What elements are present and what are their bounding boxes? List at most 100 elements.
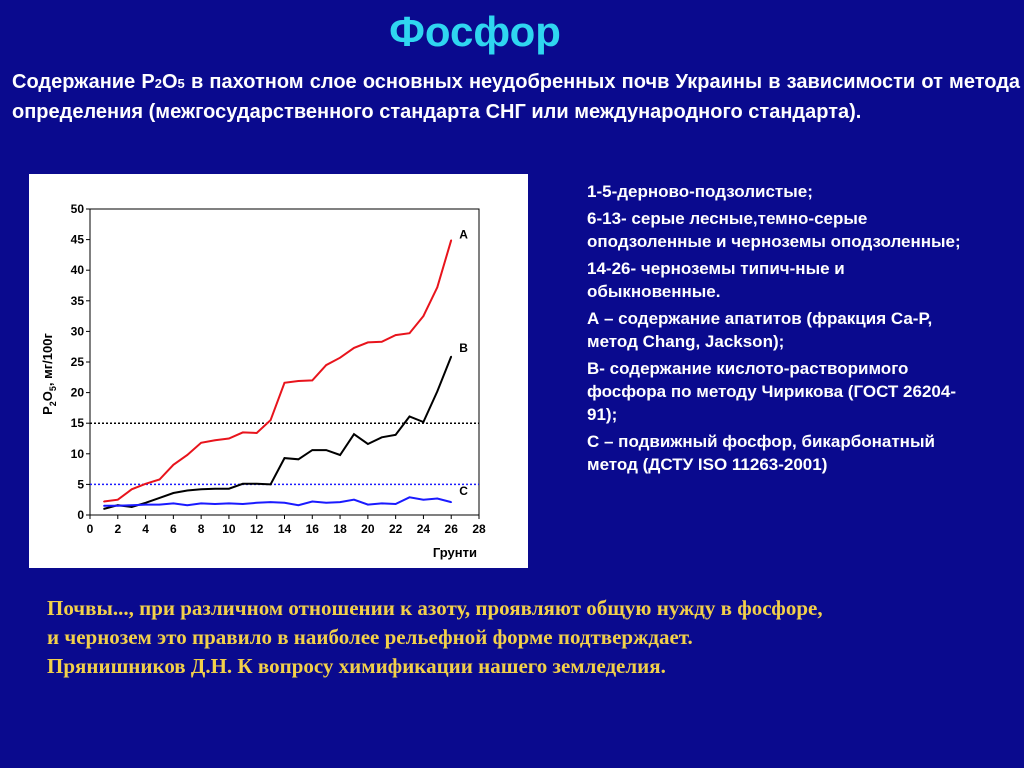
x-tick-label: 10 xyxy=(222,522,236,536)
data-point-A xyxy=(325,364,327,366)
series-label-C: C xyxy=(459,484,468,498)
series-line-B xyxy=(103,356,453,510)
x-tick-label: 6 xyxy=(170,522,177,536)
y-tick-label: 30 xyxy=(71,324,85,338)
data-point-A xyxy=(311,379,314,382)
data-point-B xyxy=(172,492,175,494)
data-point-C xyxy=(422,498,425,501)
data-point-B xyxy=(242,482,244,485)
data-point-C xyxy=(186,504,189,507)
data-point-C xyxy=(228,502,230,505)
x-tick-label: 4 xyxy=(142,522,149,536)
x-tick-label: 14 xyxy=(278,522,292,536)
intro-part-2: O xyxy=(161,71,178,93)
data-point-B xyxy=(380,436,383,439)
x-tick-label: 28 xyxy=(472,522,486,536)
data-point-A xyxy=(283,382,286,384)
y-axis-title-part: O xyxy=(40,391,55,401)
data-point-A xyxy=(158,478,161,481)
data-point-A xyxy=(172,464,175,466)
data-point-B xyxy=(130,506,133,508)
legend-text: 1-5-дерново-подзолистые; 6-13- серые лес… xyxy=(587,180,967,480)
data-point-A xyxy=(255,432,258,434)
data-point-A xyxy=(339,356,341,359)
data-point-C xyxy=(130,504,133,507)
data-point-B xyxy=(214,487,216,490)
data-point-C xyxy=(116,505,119,507)
data-point-A xyxy=(242,431,244,434)
y-tick-label: 15 xyxy=(71,416,85,430)
data-point-A xyxy=(297,380,300,382)
data-point-C xyxy=(311,500,314,503)
data-point-C xyxy=(103,505,105,507)
x-tick-label: 24 xyxy=(417,522,431,536)
data-point-C xyxy=(297,504,300,507)
data-point-A xyxy=(144,482,147,485)
x-tick-label: 26 xyxy=(445,522,459,536)
y-tick-label: 10 xyxy=(71,447,85,461)
data-point-C xyxy=(339,501,341,503)
data-point-C xyxy=(394,503,397,505)
data-point-B xyxy=(353,433,355,436)
data-point-C xyxy=(450,501,453,503)
data-point-C xyxy=(408,496,411,499)
x-tick-label: 20 xyxy=(361,522,375,536)
data-point-B xyxy=(367,443,369,445)
data-point-A xyxy=(130,488,133,491)
data-point-A xyxy=(116,498,119,501)
intro-part-1: Содержание P xyxy=(12,71,155,93)
data-point-B xyxy=(200,488,202,491)
series-line-C xyxy=(103,496,452,507)
legend-item: А – содержание апатитов (фракция Са-Р, м… xyxy=(587,309,933,351)
y-axis-title-part: 2 xyxy=(48,401,58,406)
legend-item: 1-5-дерново-подзолистые; xyxy=(587,182,813,201)
data-point-C xyxy=(269,501,272,503)
quote-text: Почвы..., при различном отношении к азот… xyxy=(47,594,1017,681)
x-tick-label: 16 xyxy=(306,522,320,536)
data-point-B xyxy=(186,489,189,492)
data-point-B xyxy=(422,421,425,423)
data-point-B xyxy=(269,483,272,486)
legend-item: С – подвижный фосфор, бикарбонатный мето… xyxy=(587,432,935,474)
data-point-A xyxy=(394,334,397,336)
x-axis-title: Грунти xyxy=(433,545,477,560)
data-point-B xyxy=(436,390,439,393)
data-point-A xyxy=(422,315,425,317)
series-line-A xyxy=(103,239,453,503)
data-point-A xyxy=(200,441,202,444)
data-point-A xyxy=(353,347,355,349)
data-point-C xyxy=(436,497,439,500)
data-point-B xyxy=(103,508,105,510)
y-tick-label: 45 xyxy=(71,233,85,247)
data-point-B xyxy=(228,487,230,490)
data-point-A xyxy=(228,437,230,440)
data-point-A xyxy=(214,439,216,442)
data-point-B xyxy=(394,434,397,436)
slide-title: Фосфор xyxy=(389,8,561,55)
quote-line: и чернозем это правило в наиболее рельеф… xyxy=(47,625,693,649)
data-point-B xyxy=(297,458,300,461)
data-point-C xyxy=(283,501,286,504)
plot-frame xyxy=(89,208,480,516)
data-point-A xyxy=(436,286,439,289)
series-label-B: B xyxy=(459,341,468,355)
data-point-C xyxy=(144,503,147,506)
y-tick-label: 40 xyxy=(71,263,85,277)
data-point-C xyxy=(214,503,216,505)
intro-sub-2: 5 xyxy=(177,76,185,91)
x-tick-label: 8 xyxy=(198,522,205,536)
intro-sub-1: 2 xyxy=(154,76,162,91)
y-axis-title-part: 5 xyxy=(48,386,58,391)
data-point-A xyxy=(380,341,383,343)
y-tick-label: 0 xyxy=(77,508,84,522)
data-point-C xyxy=(172,502,175,505)
data-point-C xyxy=(380,502,383,505)
y-tick-label: 25 xyxy=(71,355,85,369)
data-point-C xyxy=(158,503,161,506)
x-tick-label: 18 xyxy=(333,522,347,536)
x-tick-label: 22 xyxy=(389,522,403,536)
legend-item: 14-26- черноземы типич-ные и обыкновенны… xyxy=(587,259,845,301)
data-point-B xyxy=(450,355,453,358)
x-tick-label: 12 xyxy=(250,522,264,536)
